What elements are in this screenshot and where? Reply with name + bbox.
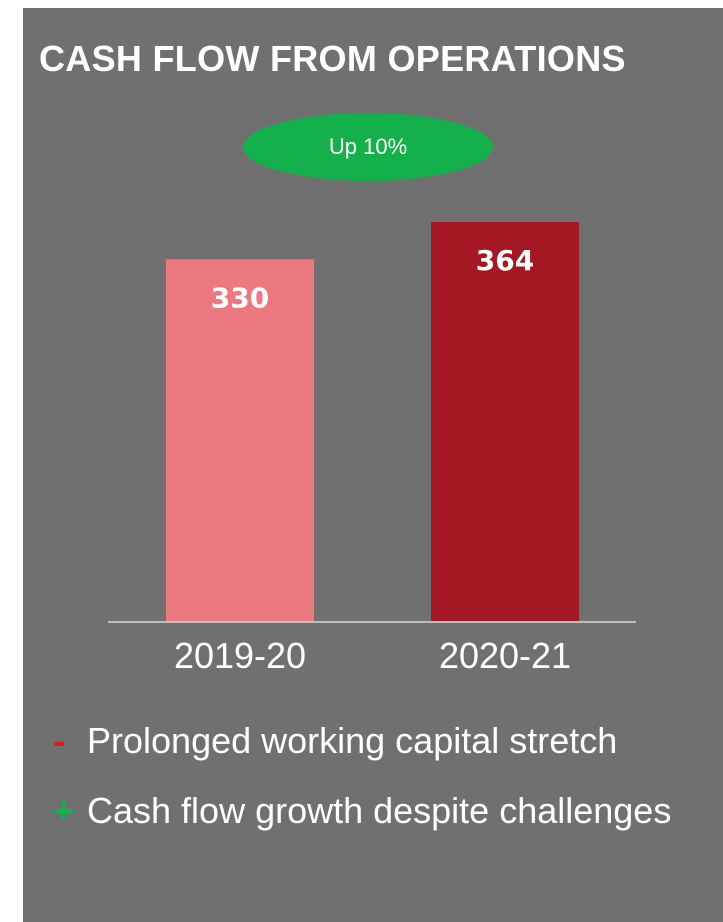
x-tick-label-2020-21: 2020-21 [439, 635, 571, 676]
slide-panel: CASH FLOW FROM OPERATIONS Up 10% 330 2019… [23, 8, 723, 922]
data-label-2019-20: 330 [211, 281, 269, 314]
minus-marker: - [53, 720, 65, 761]
bar-2019-20 [166, 259, 314, 621]
bar-2020-21 [431, 222, 579, 621]
x-tick-label-2019-20: 2019-20 [174, 635, 306, 676]
growth-badge: Up 10% [243, 113, 493, 181]
data-label-2020-21: 364 [476, 244, 534, 277]
slide-title: CASH FLOW FROM OPERATIONS [39, 38, 626, 79]
bullet-text: Cash flow growth despite challenges [87, 790, 672, 831]
bullet-text: Prolonged working capital stretch [87, 720, 618, 761]
plus-marker: + [53, 790, 75, 831]
bar-chart: 330 2019-20 364 2020-21 [108, 222, 636, 676]
bullet-item-negative: - Prolonged working capital stretch [53, 720, 617, 762]
bullet-item-positive: + Cash flow growth despite challenges [53, 790, 671, 832]
